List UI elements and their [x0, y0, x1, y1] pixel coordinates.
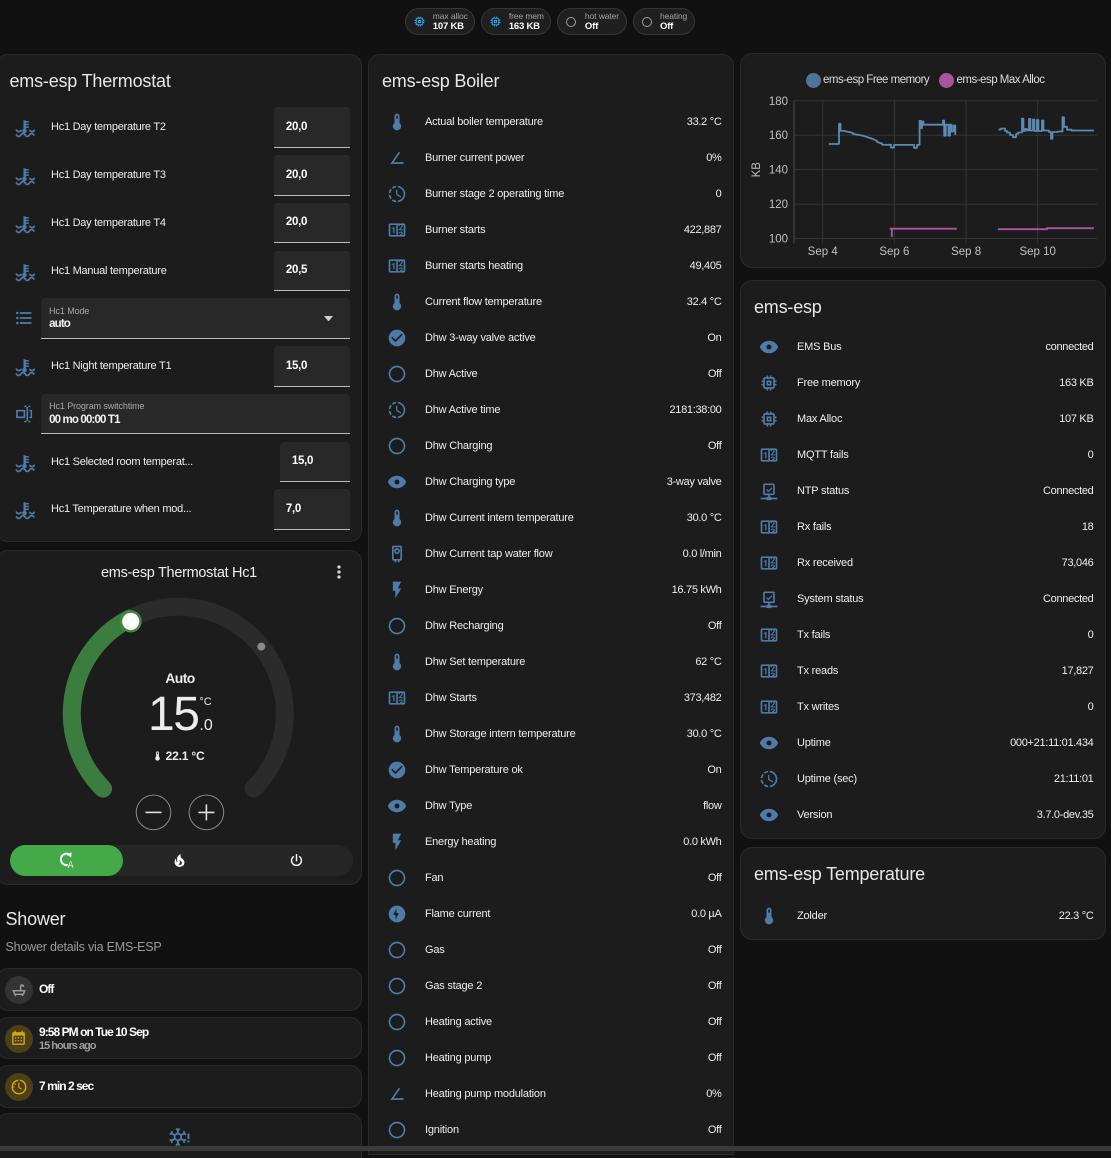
svg-text:180: 180 — [769, 96, 788, 108]
svg-text:Sep 10: Sep 10 — [1019, 246, 1055, 258]
svg-text:120: 120 — [769, 199, 788, 211]
svg-text:KB: KB — [751, 162, 763, 178]
svg-text:160: 160 — [769, 130, 788, 142]
svg-text:Sep 4: Sep 4 — [808, 246, 839, 258]
svg-text:100: 100 — [769, 234, 788, 246]
svg-text:Sep 8: Sep 8 — [951, 246, 981, 258]
svg-text:140: 140 — [769, 165, 788, 177]
svg-text:Sep 6: Sep 6 — [879, 246, 909, 258]
